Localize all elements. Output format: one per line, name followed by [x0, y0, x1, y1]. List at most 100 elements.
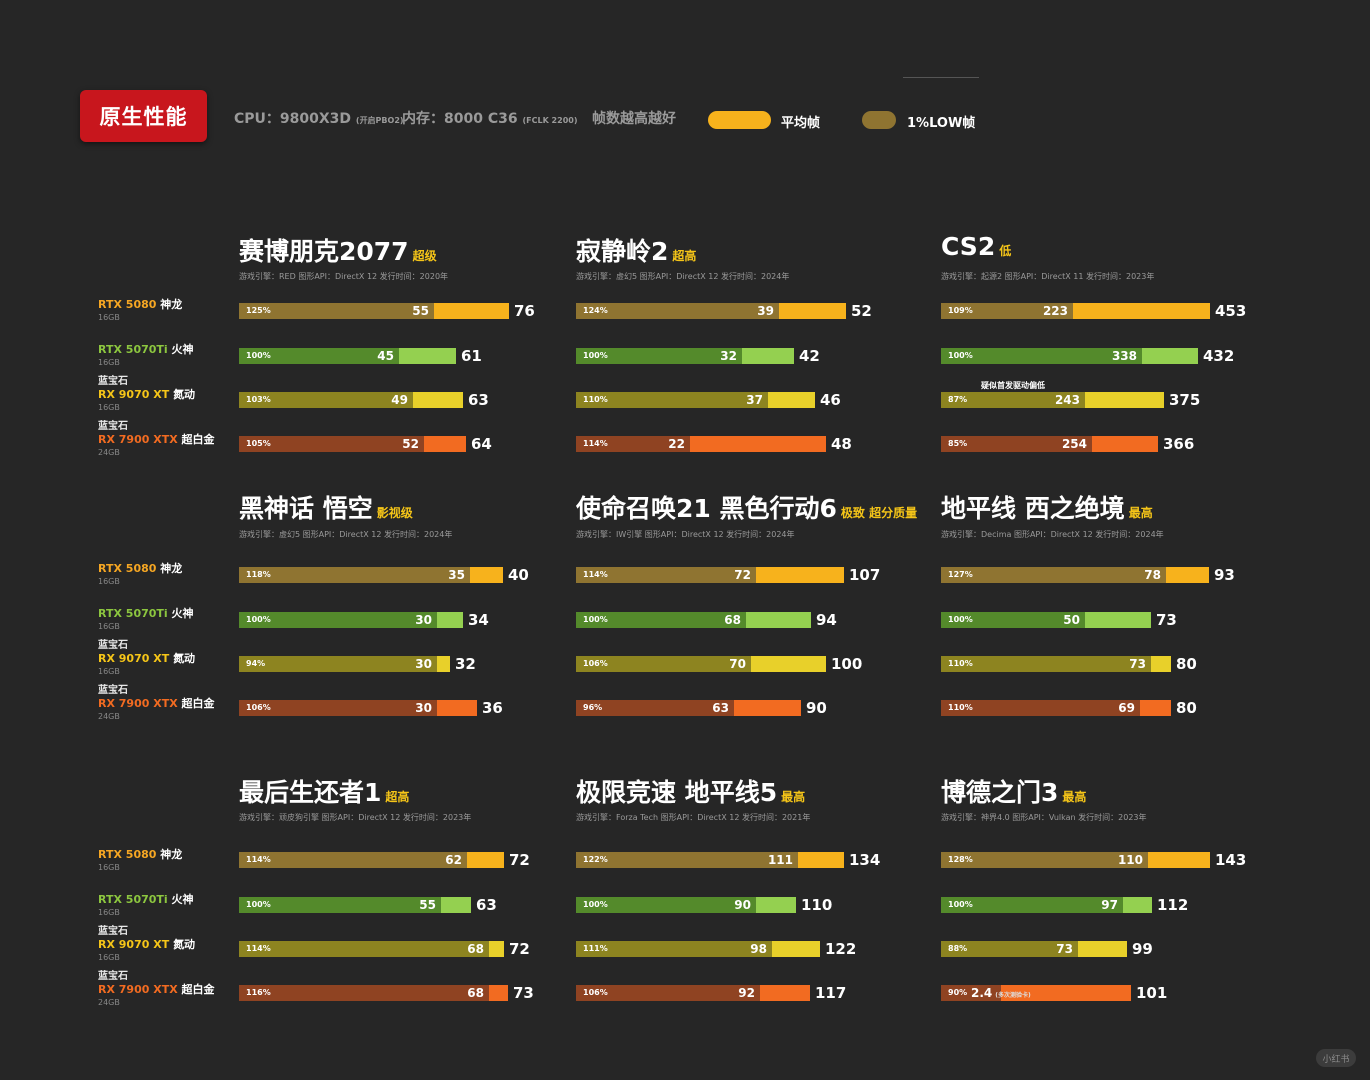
low-fps-value: 39 — [757, 304, 774, 318]
low-fps-bar — [941, 303, 1073, 319]
gpu-model: RTX 5070Ti — [98, 343, 168, 356]
low-fps-bar — [239, 348, 399, 364]
relative-percent: 114% — [583, 570, 608, 579]
cpu-spec: CPU：9800X3D (开启PBO2) — [234, 111, 404, 127]
relative-percent: 94% — [246, 659, 266, 668]
low-fps-bar — [941, 348, 1142, 364]
low-fps-bar — [239, 436, 424, 452]
gpu-label: RTX 5080 神龙 16GB — [98, 298, 182, 323]
average-fps-bar: 106% 92 — [576, 985, 810, 1001]
average-fps-bar: 106% 30 — [239, 700, 477, 716]
relative-percent: 118% — [246, 570, 271, 579]
quality-setting: 最高 — [1128, 506, 1153, 520]
quality-setting: 极致 超分质量 — [840, 506, 918, 520]
average-fps-bar: 111% 98 — [576, 941, 820, 957]
low-fps-bar — [941, 897, 1123, 913]
relative-percent: 110% — [948, 703, 973, 712]
average-fps-bar: 87% 243 — [941, 392, 1164, 408]
low-fps-value: 50 — [1063, 613, 1080, 627]
relative-percent: 122% — [583, 855, 608, 864]
low-fps-bar — [239, 897, 441, 913]
relative-percent: 88% — [948, 944, 968, 953]
quality-setting: 超级 — [412, 249, 437, 263]
driver-note: 疑似首发驱动偏低 — [981, 381, 1045, 390]
average-fps-value: 122 — [825, 940, 857, 958]
gpu-edition: 神龙 — [160, 562, 183, 575]
gpu-label: RTX 5070Ti 火神 16GB — [98, 893, 194, 918]
relative-percent: 100% — [246, 900, 271, 909]
average-fps-bar: 114% 68 — [239, 941, 504, 957]
average-fps-bar: 125% 55 — [239, 303, 509, 319]
legend-low-swatch — [862, 111, 896, 129]
relative-percent: 100% — [948, 615, 973, 624]
average-fps-value: 107 — [849, 566, 881, 584]
gpu-memory: 24GB — [98, 998, 120, 1007]
gpu-memory: 24GB — [98, 448, 120, 457]
gpu-brand: 蓝宝石 — [98, 376, 128, 387]
game-title: 黑神话 悟空 影视级 — [239, 489, 413, 525]
low-fps-bar — [576, 700, 734, 716]
game-title: 极限竞速 地平线5 最高 — [576, 773, 805, 809]
average-fps-value: 110 — [801, 896, 833, 914]
gpu-model: RX 7900 XTX — [98, 983, 178, 996]
gpu-edition: 神龙 — [160, 848, 183, 861]
game-subtitle: 游戏引擎：神界4.0 图形API：Vulkan 发行时间：2023年 — [941, 813, 1147, 822]
test-note: (多次测验卡) — [995, 992, 1031, 999]
low-fps-value: 37 — [746, 393, 763, 407]
average-fps-value: 90 — [806, 699, 827, 717]
game-title: CS2 低 — [941, 232, 1011, 261]
game-name: 寂静岭2 — [576, 237, 669, 266]
low-fps-value: 69 — [1118, 701, 1135, 715]
low-fps-value: 111 — [767, 853, 793, 867]
low-fps-bar — [576, 941, 772, 957]
relative-percent: 127% — [948, 570, 973, 579]
low-fps-bar — [239, 612, 437, 628]
relative-percent: 100% — [948, 900, 973, 909]
gpu-model: RX 9070 XT — [98, 388, 170, 401]
gpu-edition: 超白金 — [181, 983, 215, 996]
low-fps-bar — [239, 303, 434, 319]
low-fps-value: 223 — [1042, 304, 1068, 318]
relative-percent: 114% — [246, 944, 271, 953]
average-fps-bar: 85% 254 — [941, 436, 1158, 452]
higher-is-better-hint: 帧数越高越好 — [592, 111, 676, 127]
game-name: 最后生还者1 — [239, 778, 382, 807]
low-fps-value: 32 — [720, 349, 737, 363]
average-fps-value: 48 — [831, 435, 852, 453]
gpu-model: RX 7900 XTX — [98, 697, 178, 710]
low-fps-value: 338 — [1111, 349, 1137, 363]
game-subtitle: 游戏引擎：RED 图形API：DirectX 12 发行时间：2020年 — [239, 272, 449, 281]
legend-average-label: 平均帧 — [781, 116, 821, 131]
game-title: 博德之门3 最高 — [941, 773, 1086, 809]
low-fps-value: 92 — [738, 986, 755, 1000]
gpu-model: RTX 5070Ti — [98, 893, 168, 906]
low-fps-value: 70 — [729, 657, 746, 671]
relative-percent: 106% — [583, 659, 608, 668]
gpu-memory: 16GB — [98, 908, 120, 917]
gpu-memory: 16GB — [98, 622, 120, 631]
gpu-label: 蓝宝石 RX 7900 XTX 超白金 24GB — [98, 971, 215, 1008]
relative-percent: 100% — [246, 351, 271, 360]
low-fps-bar — [576, 852, 798, 868]
average-fps-bar: 88% 73 — [941, 941, 1127, 957]
average-fps-bar: 105% 52 — [239, 436, 466, 452]
gpu-edition: 神龙 — [160, 298, 183, 311]
average-fps-bar: 100% 30 — [239, 612, 463, 628]
average-fps-value: 366 — [1163, 435, 1195, 453]
low-fps-value: 72 — [734, 568, 751, 582]
low-fps-bar — [576, 303, 779, 319]
low-fps-value: 30 — [415, 701, 432, 715]
gpu-memory: 16GB — [98, 313, 120, 322]
gpu-brand: 蓝宝石 — [98, 971, 128, 982]
average-fps-value: 63 — [476, 896, 497, 914]
low-fps-bar — [576, 897, 756, 913]
relative-percent: 116% — [246, 988, 271, 997]
gpu-edition: 火神 — [171, 343, 194, 356]
low-fps-value: 35 — [448, 568, 465, 582]
gpu-label: RTX 5080 神龙 16GB — [98, 848, 182, 873]
low-fps-bar — [941, 852, 1148, 868]
average-fps-value: 46 — [820, 391, 841, 409]
average-fps-bar: 100% 55 — [239, 897, 471, 913]
gpu-model: RX 9070 XT — [98, 652, 170, 665]
average-fps-value: 432 — [1203, 347, 1235, 365]
